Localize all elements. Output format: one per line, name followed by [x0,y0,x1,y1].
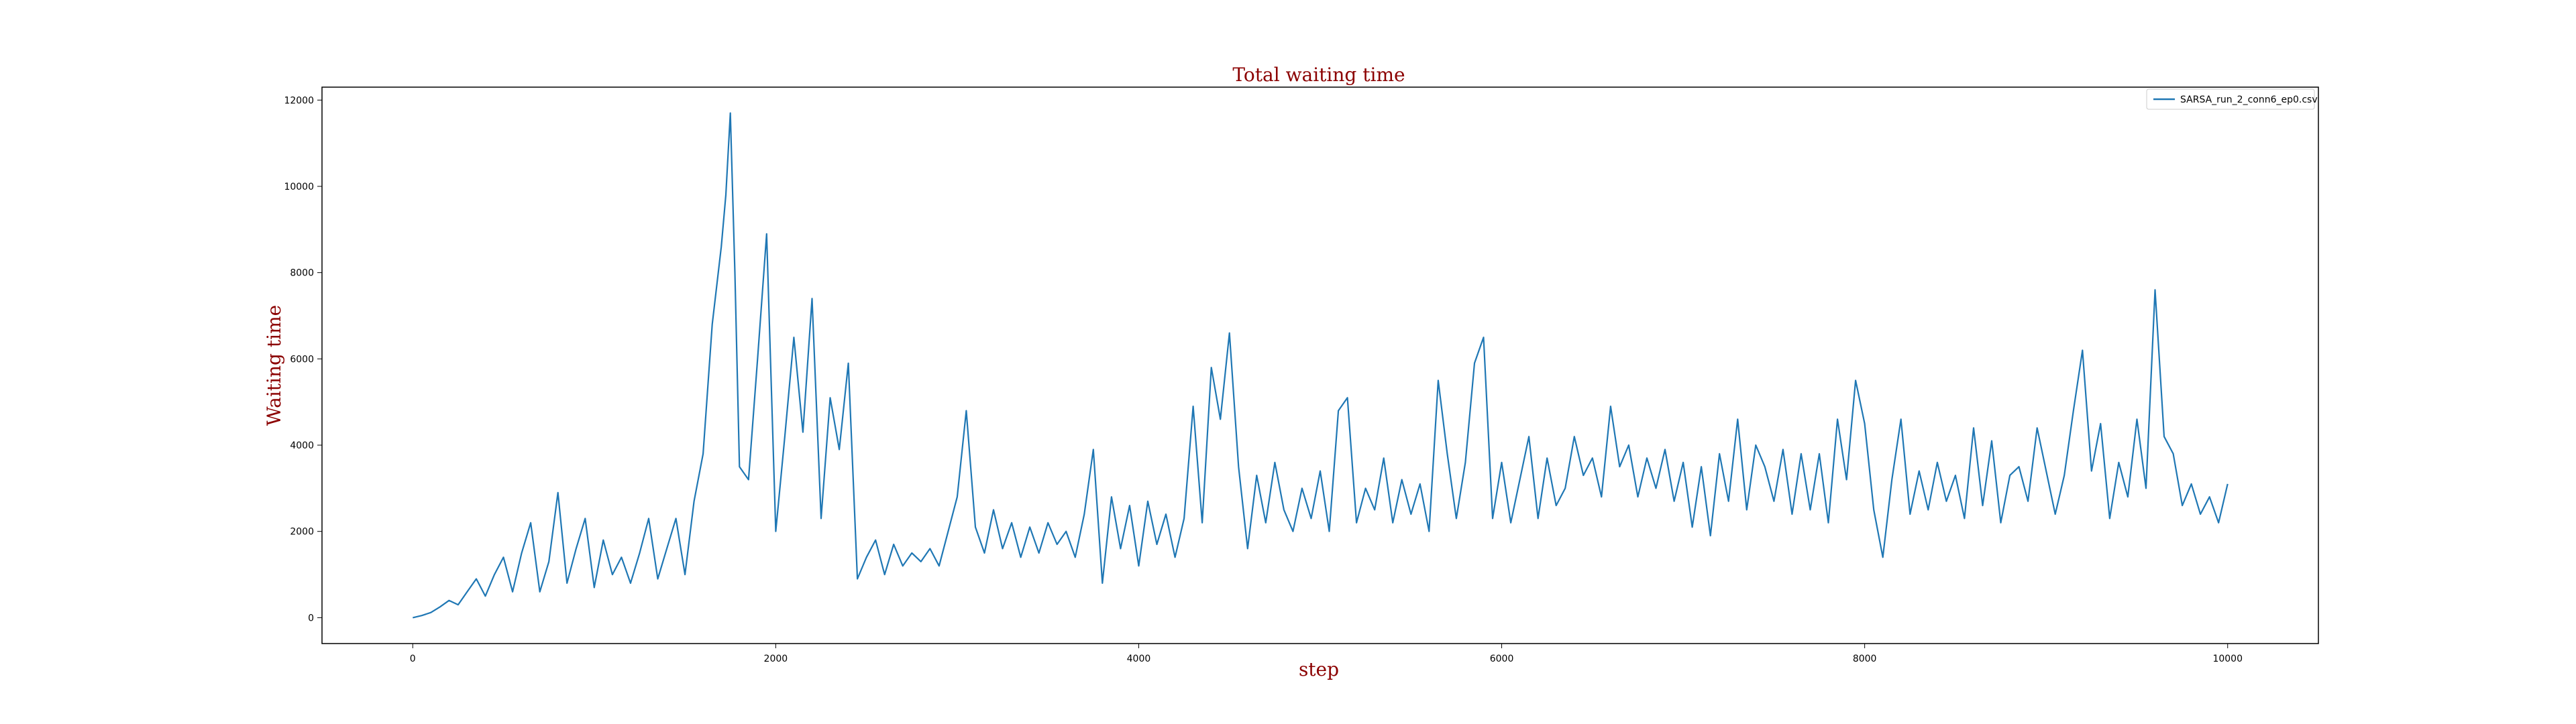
y-tick-label: 2000 [290,527,314,538]
y-tick-label: 0 [308,613,314,623]
plot-area-frame [321,86,2319,644]
x-axis-ticks: 0 2000 4000 6000 8000 10000 [410,644,2243,664]
y-tick-label: 8000 [290,268,314,279]
series-layer [413,112,2229,619]
chart-title: Total waiting time [1232,64,1405,86]
series-line [413,112,2229,619]
x-tick-label: 8000 [1853,654,1877,664]
x-axis-title: step [1299,658,1339,680]
y-tick-label: 12000 [284,95,314,106]
x-tick-label: 2000 [764,654,788,664]
x-tick-label: 0 [410,654,416,664]
y-tick-label: 10000 [284,182,314,192]
y-tick-label: 6000 [290,354,314,365]
x-tick-label: 4000 [1127,654,1151,664]
legend-box [2146,88,2315,110]
y-axis-ticks: 0 2000 4000 6000 8000 10000 12000 [284,95,322,623]
legend: SARSA_run_2_conn6_ep0.csv [2146,88,2318,110]
y-axis-title: Waiting time [263,305,285,426]
y-tick-label: 4000 [290,440,314,451]
x-tick-label: 6000 [1490,654,1514,664]
legend-label: SARSA_run_2_conn6_ep0.csv [2180,95,2318,105]
x-tick-label: 10000 [2212,654,2243,664]
